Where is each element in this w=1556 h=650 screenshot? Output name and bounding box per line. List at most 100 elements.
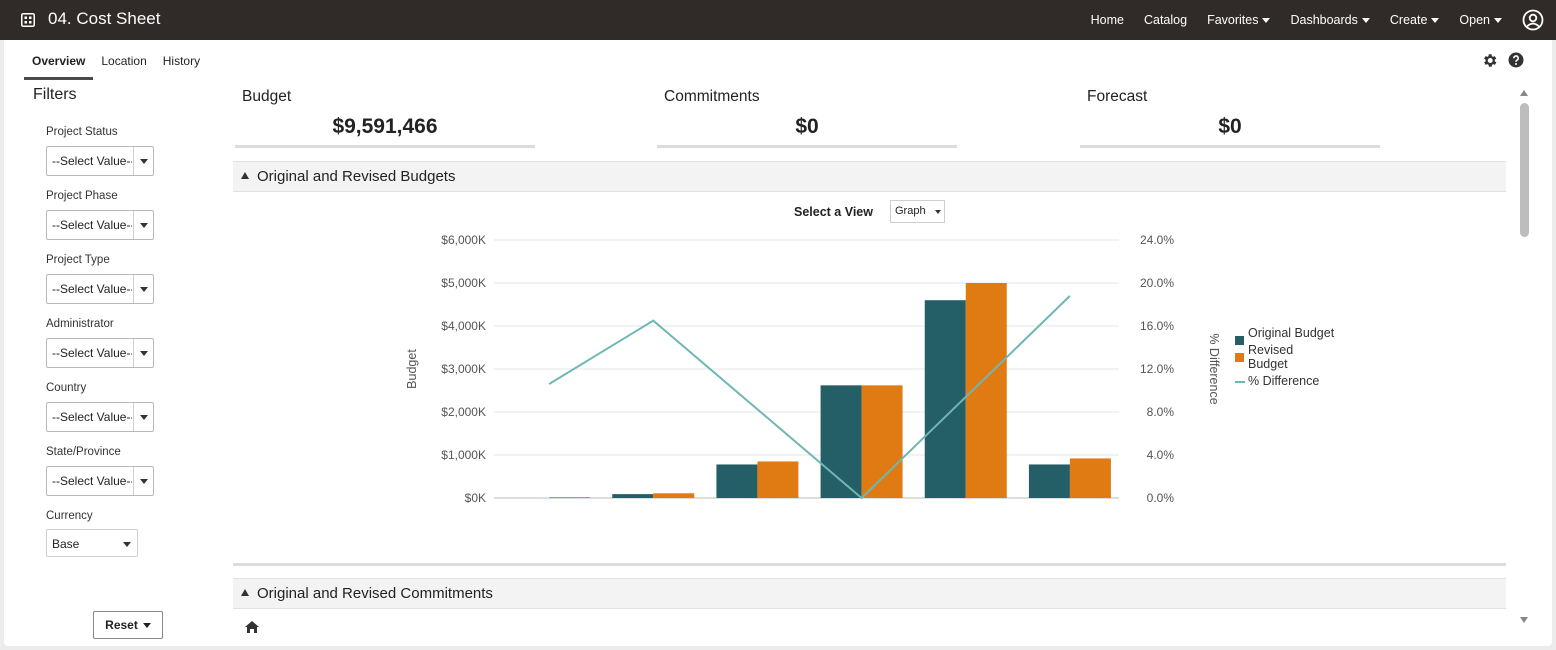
legend-line [1235, 381, 1245, 383]
y-tick-label: $3,000K [441, 362, 486, 376]
nav-favorites-label: Favorites [1207, 13, 1259, 27]
user-account-icon[interactable] [1522, 9, 1544, 31]
nav-create-label: Create [1389, 13, 1428, 27]
y-tick-label: $4,000K [441, 319, 486, 333]
chevron-down-icon [935, 210, 941, 214]
country-select[interactable]: --Select Value-- [46, 402, 154, 432]
select-value: --Select Value-- [52, 218, 132, 232]
nav-home[interactable]: Home [1091, 13, 1124, 27]
nav-catalog-label: Catalog [1143, 13, 1188, 27]
y2-tick-label: 8.0% [1147, 405, 1175, 419]
section-title: Original and Revised Commitments [257, 585, 493, 602]
app-title: 04. Cost Sheet [48, 9, 161, 28]
administrator-select[interactable]: --Select Value-- [46, 338, 154, 368]
nav-create[interactable]: Create [1390, 13, 1440, 27]
help-icon[interactable] [1508, 52, 1524, 68]
legend-item-revised-budget[interactable]: Revised Budget [1235, 343, 1335, 371]
reset-button[interactable]: Reset [93, 611, 163, 639]
select-value: --Select Value-- [52, 474, 132, 488]
y-tick-label: $1,000K [441, 448, 486, 462]
dashboard-grid-icon[interactable] [21, 13, 35, 27]
budget-chart: $0K 0.0% $1,000K 4.0% $2,000K 8.0% $3,000K 12.0… [405, 233, 1221, 505]
bar-revised-budget [1069, 458, 1111, 498]
chevron-down-icon [1431, 17, 1440, 23]
legend-item-original-budget[interactable]: Original Budget [1235, 326, 1335, 345]
top-bar: 04. Cost Sheet Home Catalog Favorites Da… [0, 0, 1556, 40]
project-type-select[interactable]: --Select Value-- [46, 274, 154, 304]
gear-icon[interactable] [1481, 52, 1498, 69]
tab-location[interactable]: Location [101, 54, 147, 68]
divider [235, 145, 535, 148]
chevron-down-icon [133, 467, 153, 495]
legend-label: Revised Budget [1248, 343, 1294, 371]
y-tick-label: $6,000K [441, 233, 486, 247]
chevron-down-icon [133, 403, 153, 431]
nav-dashboards[interactable]: Dashboards [1290, 13, 1370, 27]
select-value: --Select Value-- [52, 410, 132, 424]
project-status-select[interactable]: --Select Value-- [46, 146, 154, 176]
dashboard-page: Overview Location History Filters Projec… [4, 40, 1552, 646]
bar-original-budget [924, 300, 966, 498]
kpi-label: Commitments [664, 88, 760, 105]
nav-catalog[interactable]: Catalog [1144, 13, 1187, 27]
y2-tick-label: 4.0% [1147, 448, 1175, 462]
bar-revised-budget [861, 385, 903, 498]
y2-tick-label: 12.0% [1140, 362, 1174, 376]
bar-revised-budget [757, 461, 799, 498]
tab-history[interactable]: History [162, 54, 201, 68]
filter-label-state-province: State/Province [46, 446, 121, 458]
view-select[interactable]: Graph [890, 200, 945, 223]
top-nav: Home Catalog Favorites Dashboards Create… [1091, 0, 1556, 40]
y2-tick-label: 16.0% [1140, 319, 1174, 333]
select-value: Base [52, 537, 80, 551]
chevron-down-icon [133, 339, 153, 367]
nav-open[interactable]: Open [1459, 13, 1502, 27]
chart-legend: Original Budget Revised Budget % Differe… [1235, 326, 1335, 391]
scroll-down-icon[interactable] [1520, 617, 1528, 623]
state-province-select[interactable]: --Select Value-- [46, 466, 154, 496]
scrollbar-thumb[interactable] [1520, 103, 1529, 237]
bar-revised-budget [549, 497, 591, 498]
legend-label: Original Budget [1248, 326, 1335, 340]
divider [1080, 145, 1380, 148]
y-tick-label: $5,000K [441, 276, 486, 290]
view-label: Select a View [794, 205, 873, 219]
divider [233, 563, 1506, 566]
section-original-revised-budgets[interactable]: Original and Revised Budgets [233, 161, 1506, 192]
select-value: --Select Value-- [52, 346, 132, 360]
home-icon[interactable] [244, 620, 260, 634]
filter-label-currency: Currency [46, 510, 93, 522]
bar-original-budget [612, 494, 654, 498]
currency-select[interactable]: Base [46, 529, 138, 557]
bar-revised-budget [653, 493, 695, 498]
y-axis-label: Budget [405, 349, 419, 389]
project-phase-select[interactable]: --Select Value-- [46, 210, 154, 240]
chevron-down-icon [133, 275, 153, 303]
y2-axis-label: % Difference [1207, 333, 1221, 404]
y2-tick-label: 24.0% [1140, 233, 1174, 247]
kpi-value: $0 [795, 115, 819, 138]
collapse-triangle-icon [241, 589, 249, 596]
kpi-value: $0 [1218, 115, 1242, 138]
nav-home-label: Home [1090, 13, 1124, 27]
tab-overview[interactable]: Overview [24, 52, 94, 80]
chevron-down-icon [133, 211, 153, 239]
scroll-up-icon[interactable] [1520, 90, 1528, 96]
nav-dashboards-label: Dashboards [1290, 13, 1358, 27]
divider [657, 145, 957, 148]
legend-item-percent-difference[interactable]: % Difference [1235, 374, 1335, 388]
view-select-value: Graph [895, 205, 926, 217]
filter-label-country: Country [46, 382, 87, 394]
bar-original-budget [716, 464, 758, 498]
nav-favorites[interactable]: Favorites [1207, 13, 1271, 27]
y2-tick-label: 20.0% [1140, 276, 1174, 290]
kpi-label: Budget [242, 88, 292, 105]
section-original-revised-commitments[interactable]: Original and Revised Commitments [233, 578, 1506, 609]
legend-swatch [1235, 353, 1244, 362]
chevron-down-icon [1494, 17, 1502, 23]
chevron-down-icon [133, 147, 153, 175]
bar-original-budget [1028, 464, 1070, 498]
kpi-value: $9,591,466 [332, 115, 438, 138]
nav-open-label: Open [1459, 13, 1490, 27]
kpi-label: Forecast [1087, 88, 1148, 105]
